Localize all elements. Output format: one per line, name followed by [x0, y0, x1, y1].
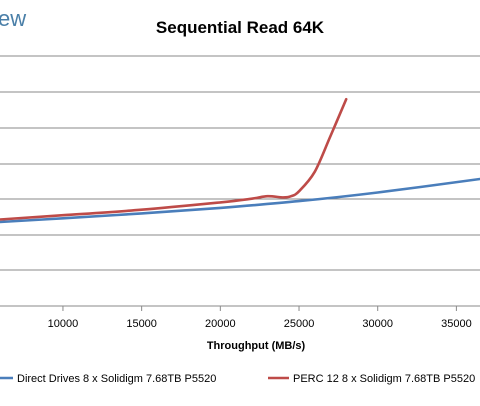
x-tick-label: 15000	[126, 318, 157, 330]
x-axis: 10000 15000 20000 25000 30000 35000	[48, 306, 472, 330]
series-line-1	[0, 177, 480, 224]
legend: Direct Drives 8 x Solidigm 7.68TB P5520 P…	[0, 373, 475, 385]
legend-label-1: Direct Drives 8 x Solidigm 7.68TB P5520	[17, 373, 216, 385]
series-line-2	[0, 97, 348, 221]
grid	[0, 55, 480, 307]
x-tick-label: 25000	[284, 318, 315, 330]
x-axis-label: Throughput (MB/s)	[207, 340, 306, 352]
x-tick-label: 35000	[441, 318, 472, 330]
watermark-text: ew	[0, 6, 26, 31]
chart-title: Sequential Read 64K	[156, 18, 325, 37]
series	[0, 97, 480, 224]
x-tick-label: 20000	[205, 318, 236, 330]
legend-label-2: PERC 12 8 x Solidigm 7.68TB P5520	[293, 373, 475, 385]
x-tick-label: 10000	[48, 318, 79, 330]
x-tick-label: 30000	[362, 318, 393, 330]
